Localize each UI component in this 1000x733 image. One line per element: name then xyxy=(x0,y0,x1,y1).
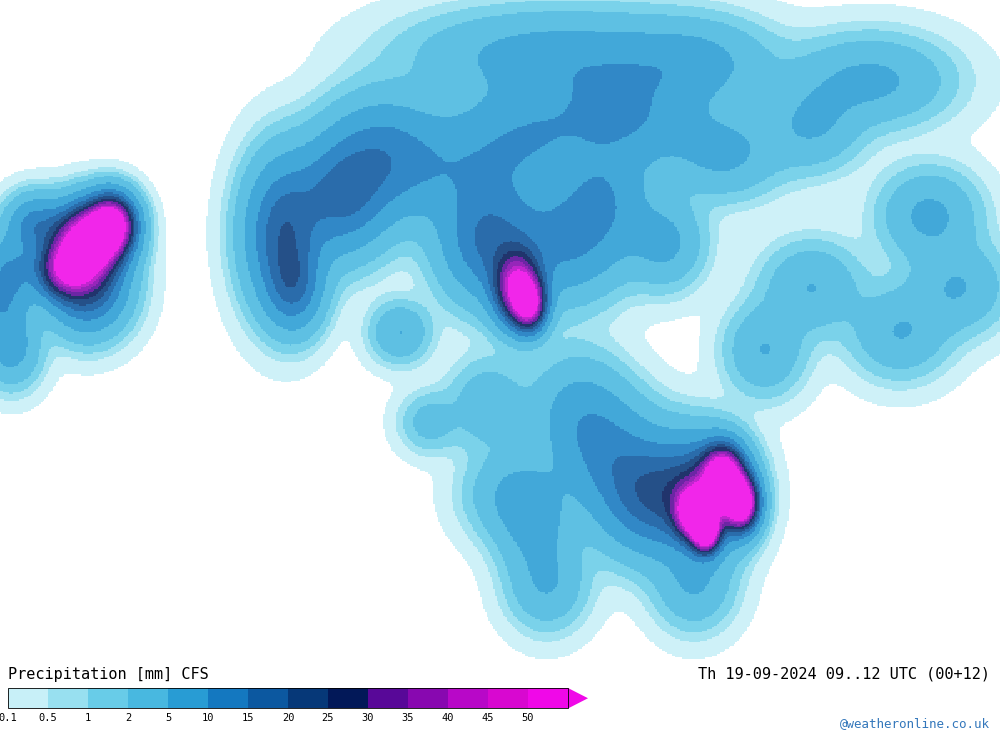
Text: 45: 45 xyxy=(482,712,494,723)
Text: @weatheronline.co.uk: @weatheronline.co.uk xyxy=(840,718,990,730)
Bar xyxy=(368,688,408,709)
Bar xyxy=(248,688,288,709)
Bar xyxy=(8,688,568,709)
Text: 30: 30 xyxy=(362,712,374,723)
Text: 25: 25 xyxy=(322,712,334,723)
Bar xyxy=(208,688,248,709)
Bar xyxy=(128,688,168,709)
Bar xyxy=(448,688,488,709)
Bar xyxy=(288,688,328,709)
Text: 10: 10 xyxy=(202,712,214,723)
Bar xyxy=(488,688,528,709)
Text: 2: 2 xyxy=(125,712,131,723)
Text: 35: 35 xyxy=(402,712,414,723)
Bar xyxy=(8,688,48,709)
Bar xyxy=(328,688,368,709)
Text: 15: 15 xyxy=(242,712,254,723)
Text: 50: 50 xyxy=(522,712,534,723)
Text: 40: 40 xyxy=(442,712,454,723)
Text: 1: 1 xyxy=(85,712,91,723)
Bar xyxy=(408,688,448,709)
Text: Th 19-09-2024 09..12 UTC (00+12): Th 19-09-2024 09..12 UTC (00+12) xyxy=(698,667,990,682)
Bar xyxy=(88,688,128,709)
Bar xyxy=(528,688,568,709)
Text: 5: 5 xyxy=(165,712,171,723)
Polygon shape xyxy=(568,688,588,709)
Text: 20: 20 xyxy=(282,712,294,723)
Bar xyxy=(48,688,88,709)
Text: Precipitation [mm] CFS: Precipitation [mm] CFS xyxy=(8,667,209,682)
Text: 0.5: 0.5 xyxy=(39,712,57,723)
Text: 0.1: 0.1 xyxy=(0,712,17,723)
Bar xyxy=(168,688,208,709)
